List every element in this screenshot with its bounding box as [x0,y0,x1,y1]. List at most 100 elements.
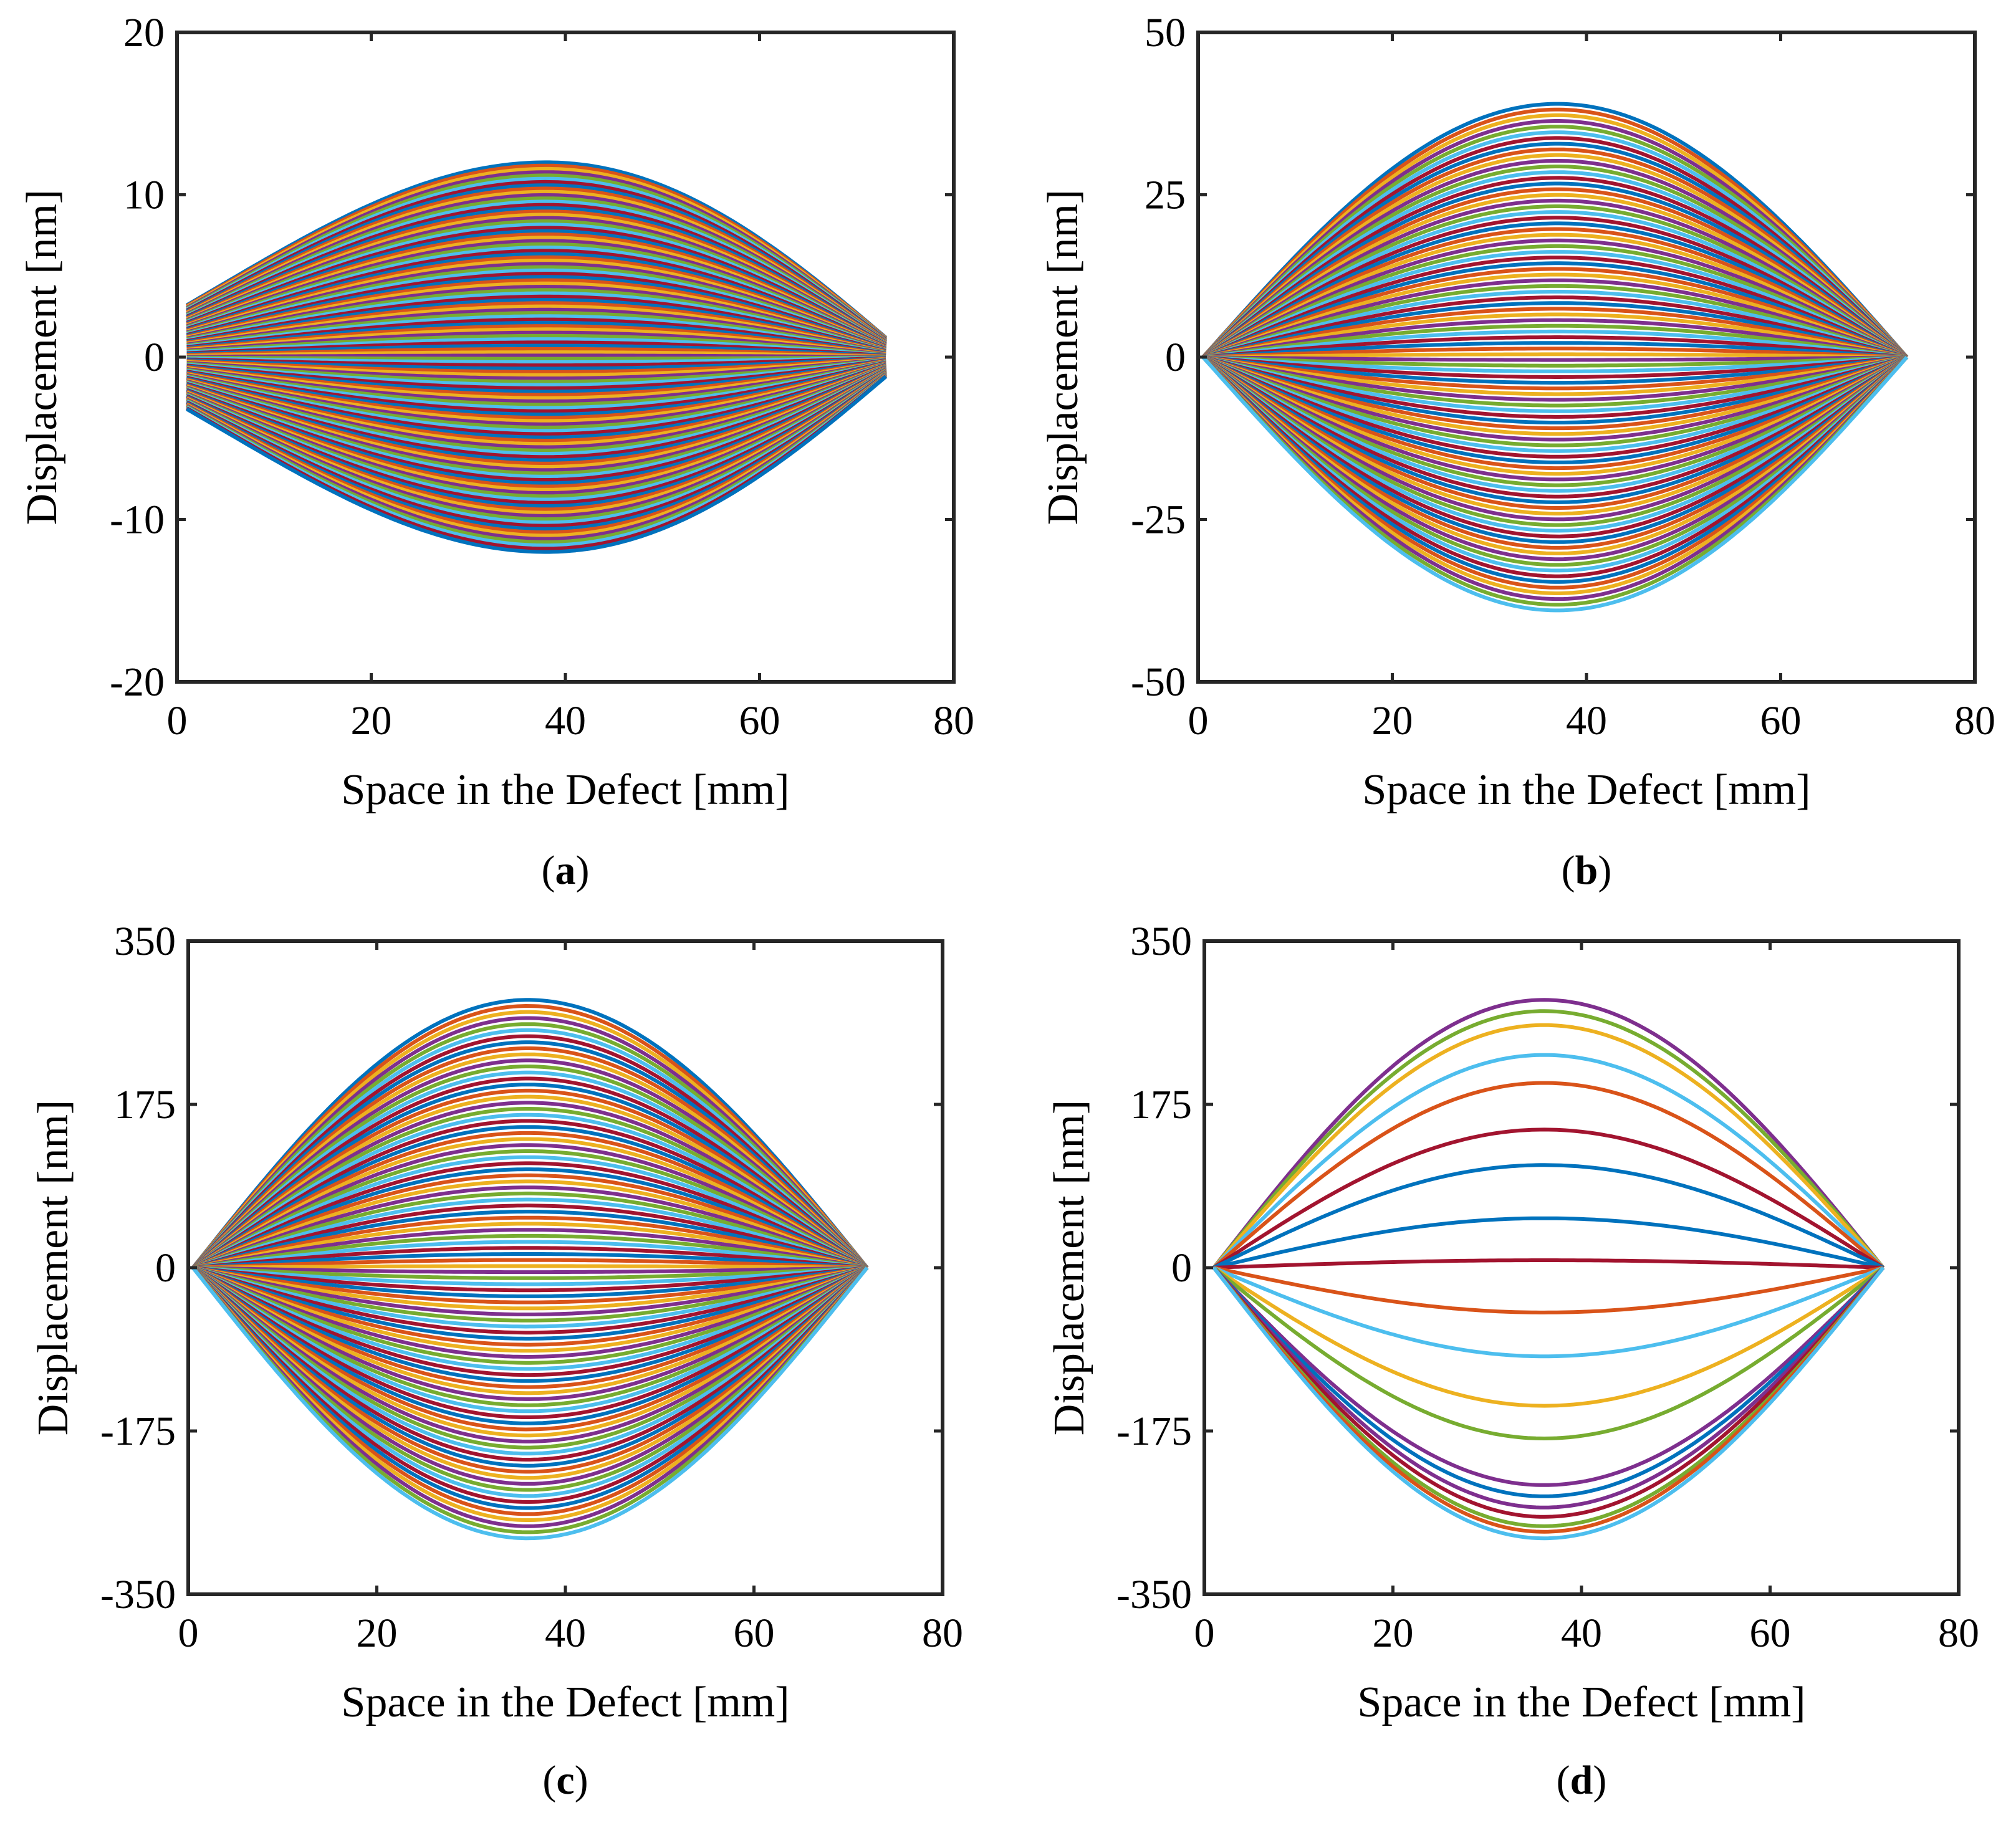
x-tick-label: 20 [1373,1610,1414,1656]
x-tick-label: 80 [1938,1610,1979,1656]
series-line-67 [1202,355,1908,482]
series-line-64 [1202,355,1908,464]
chart-panel-c: 0 20 40 60 80 -350 -175 0 175 350 Space in the Def… [29,919,963,1803]
series-line-86 [191,1266,869,1516]
series-line-27 [192,1155,868,1270]
x-axis-label: Space in the Defect [mm] [1362,766,1810,814]
series-line-37 [192,1215,868,1270]
chart-panel-d: 0 20 40 60 80 -350 -175 0 175 350 Space in the Def… [1045,919,1979,1803]
x-tick-label: 80 [1954,698,1995,744]
series-line-56 [192,1266,868,1335]
panel-label: (a) [542,848,590,893]
series-line-47 [193,1266,868,1280]
series-line-75 [1201,355,1908,527]
series-line-47 [1202,355,1908,368]
series-line-s1 [1212,998,1885,1269]
y-tick-label: -20 [110,659,165,705]
x-axis-label: Space in the Defect [mm] [341,766,789,814]
series-line-55 [186,337,886,358]
series-line-25 [1202,238,1908,359]
series-line-37 [1202,307,1908,359]
series-line-24 [1202,232,1908,359]
y-tick-label: -175 [1116,1409,1192,1454]
series-line-15 [1201,181,1908,359]
series-line-19 [1202,204,1908,359]
series-line-82 [191,1266,869,1492]
panel-letter: a [555,848,576,893]
series-line-69 [186,358,886,387]
series-line-45 [193,1264,868,1270]
series-line-25 [192,1143,868,1270]
x-tick-label: 60 [1750,1610,1791,1656]
series-line-s16 [1212,1266,1885,1510]
series-line-23 [1202,227,1908,359]
series-line-76 [1201,355,1908,533]
series-line-33 [1202,284,1908,359]
series-line-16 [1201,187,1908,359]
series-line-55 [192,1266,868,1329]
x-tick-label: 0 [1188,698,1209,744]
series-line-43 [193,1252,868,1270]
series-line-82 [1201,355,1909,567]
series-line-81 [191,1266,869,1486]
series-line-79 [191,1266,869,1474]
series-line-2 [1201,107,1909,359]
series-line-70 [191,1266,868,1419]
series-line-24 [192,1137,868,1270]
series-line-s10 [1213,1266,1884,1314]
series-line-46 [1202,355,1908,362]
series-line-63 [186,356,886,368]
series-line-20 [1202,210,1908,359]
series-line-31 [192,1179,868,1270]
series-line-s11 [1212,1266,1884,1359]
series-line-21 [191,1119,868,1270]
x-tick-label: 80 [922,1610,963,1656]
series-line-42 [1202,335,1908,359]
series-line-61 [186,355,886,361]
y-tick-label: 20 [123,10,165,55]
series-line-54 [1202,355,1908,408]
x-tick-label: 20 [357,1610,398,1656]
series-line-30 [1202,267,1908,359]
series-line-53 [186,330,886,357]
y-tick-label: 175 [114,1082,176,1127]
y-tick-label: 25 [1145,173,1186,218]
series-line-44 [1202,347,1908,359]
series-line-72 [191,1266,868,1432]
series-line-45 [1202,352,1908,359]
series-line-65 [192,1266,868,1389]
series-line-88 [1201,355,1909,601]
y-tick-label: 0 [155,1245,176,1291]
series-line-33 [192,1191,868,1270]
series-line-78 [191,1266,869,1468]
series-line-s13 [1212,1266,1884,1440]
series-line-42 [193,1246,868,1270]
series-line-63 [1202,355,1908,459]
series-group [1201,102,1909,613]
series-line-66 [192,1266,868,1395]
series-line-s3 [1212,1023,1885,1269]
x-tick-label: 0 [178,1610,199,1656]
series-line-72 [1202,355,1908,510]
series-line-71 [1202,355,1908,504]
series-line-s6 [1212,1127,1884,1270]
series-line-36 [192,1210,868,1270]
series-line-s19 [1212,1266,1885,1534]
x-tick-label: 60 [1760,698,1802,744]
series-line-9 [191,1046,869,1270]
series-line-89 [1201,355,1909,607]
series-line-73 [1202,355,1908,516]
series-line-31 [1202,272,1908,359]
series-line-10 [1201,153,1909,359]
series-line-65 [1202,355,1908,471]
series-line-s12 [1212,1266,1884,1408]
series-line-35 [1202,295,1908,359]
x-tick-label: 40 [545,1610,586,1656]
series-line-66 [1202,355,1908,476]
series-line-45 [186,304,886,354]
series-line-7 [1201,136,1909,359]
series-line-43 [1202,341,1908,359]
x-tick-label: 40 [1561,1610,1602,1656]
y-tick-label: 10 [123,173,165,218]
series-line-3 [1201,113,1909,359]
